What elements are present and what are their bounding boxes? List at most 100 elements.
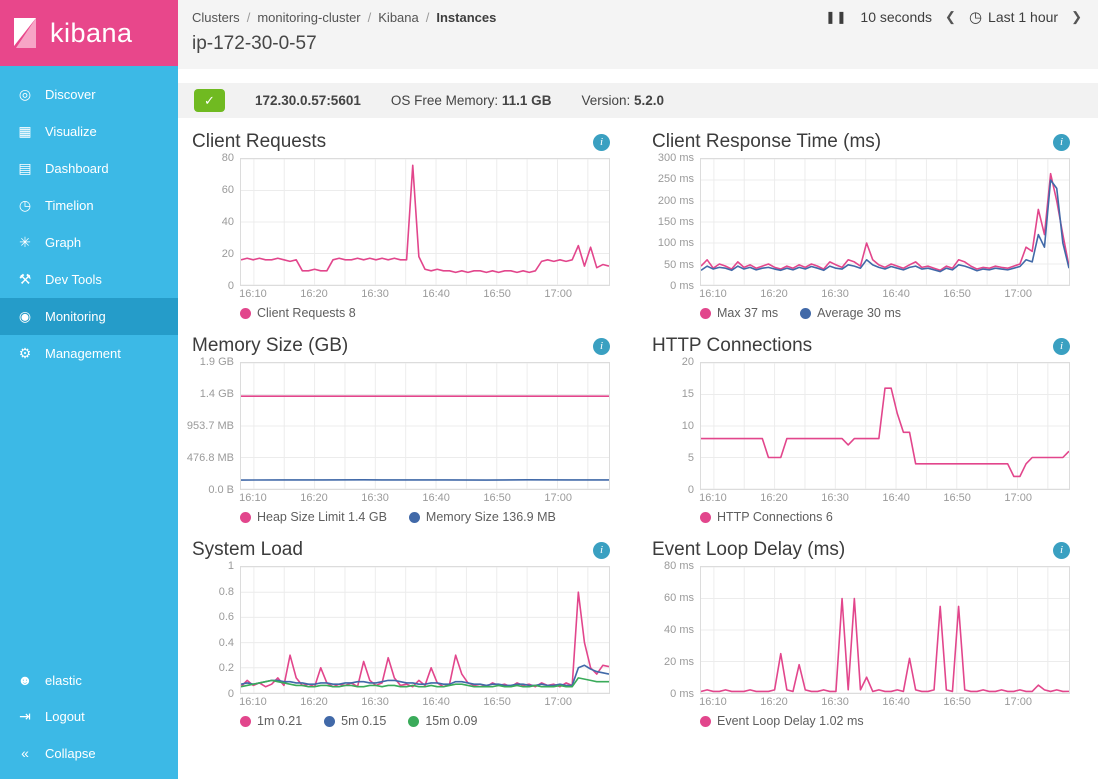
charts-grid: Client Requests i 80 60 40 20 0 16:10 16:20 16…	[178, 118, 1098, 736]
sidebar-item-timelion[interactable]: ◷ Timelion	[0, 187, 178, 224]
logo-text: kibana	[50, 17, 133, 48]
sidebar-item-label: elastic	[45, 672, 82, 688]
x-tick-label: 16:20	[300, 696, 328, 708]
x-tick-label: 16:20	[300, 492, 328, 504]
info-icon[interactable]: i	[1053, 337, 1070, 355]
y-tick-label: 0.2	[218, 662, 234, 675]
instance-endpoint: 172.30.0.57:5601	[255, 93, 361, 108]
time-forward-button[interactable]: ❯	[1071, 9, 1082, 24]
y-tick-label: 100 ms	[657, 237, 694, 250]
legend-dot-icon	[700, 511, 711, 523]
line-plot	[240, 362, 610, 490]
breadcrumb-clusters[interactable]: Clusters	[192, 10, 257, 25]
sidebar-item-user-elastic[interactable]: ☻ elastic	[0, 662, 178, 698]
legend-item[interactable]: Heap Size Limit 1.4 GB	[240, 510, 387, 524]
breadcrumb-cluster-name[interactable]: monitoring-cluster	[257, 10, 378, 25]
legend-label: HTTP Connections 6	[717, 510, 833, 524]
legend-label: 5m 0.15	[341, 714, 387, 728]
collapse-icon: «	[21, 745, 29, 761]
legend-dot-icon	[240, 511, 251, 523]
x-tick-label: 16:20	[300, 288, 328, 300]
chart-title: Client Response Time (ms)	[652, 131, 882, 152]
page-title: ip-172-30-0-57	[192, 33, 317, 54]
legend-dot-icon	[700, 307, 711, 319]
sidebar-item-discover[interactable]: ◎ Discover	[0, 76, 178, 113]
time-back-button[interactable]: ❮	[945, 9, 956, 24]
sidebar-item-label: Collapse	[45, 745, 96, 761]
y-tick-label: 1.9 GB	[199, 356, 234, 368]
legend-item[interactable]: 5m 0.15	[324, 714, 386, 728]
y-axis-labels: 1 0.8 0.6 0.4 0.2 0	[192, 560, 240, 700]
chart-legend: Event Loop Delay 1.02 ms	[700, 714, 1070, 728]
x-tick-label: 16:20	[760, 492, 788, 504]
sidebar-item-monitoring[interactable]: ◉ Monitoring	[0, 298, 178, 335]
chart-system-load: System Load i 1 0.8 0.6 0.4 0.2 0 16:10 16:20 1…	[192, 539, 610, 730]
x-tick-label: 16:50	[943, 696, 971, 708]
x-tick-label: 16:10	[699, 288, 727, 300]
sidebar-item-label: Graph	[45, 235, 82, 250]
graph-icon: ✳	[19, 234, 31, 250]
series-line-1m	[241, 592, 609, 687]
legend-item[interactable]: 1m 0.21	[240, 714, 302, 728]
legend-item[interactable]: Max 37 ms	[700, 306, 778, 320]
x-axis-labels: 16:10 16:20 16:30 16:40 16:50 17:00	[239, 694, 610, 709]
legend-item[interactable]: Memory Size 136.9 MB	[408, 510, 556, 524]
x-tick-label: 16:40	[882, 288, 910, 300]
x-tick-label: 16:50	[483, 696, 511, 708]
sidebar-item-dashboard[interactable]: ▤ Dashboard	[0, 150, 178, 187]
sidebar-item-graph[interactable]: ✳ Graph	[0, 224, 178, 261]
status-ok-icon[interactable]: ✓	[194, 89, 225, 112]
breadcrumb-kibana[interactable]: Kibana	[378, 10, 436, 25]
series-line-15m	[241, 678, 609, 687]
pause-button[interactable]: ❚❚	[825, 10, 848, 24]
legend-item[interactable]: Event Loop Delay 1.02 ms	[700, 714, 864, 728]
version-label: Version:	[581, 93, 631, 108]
sidebar-item-visualize[interactable]: ▦ Visualize	[0, 113, 178, 150]
sidebar-item-dev-tools[interactable]: ⚒ Dev Tools	[0, 261, 178, 298]
sidebar-item-label: Visualize	[45, 124, 97, 139]
series-line-max	[701, 174, 1069, 271]
x-tick-label: 16:50	[943, 492, 971, 504]
x-tick-label: 16:20	[760, 696, 788, 708]
x-axis-labels: 16:10 16:20 16:30 16:40 16:50 17:00	[699, 286, 1070, 301]
info-icon[interactable]: i	[593, 133, 610, 151]
endpoint-value: 172.30.0.57:5601	[255, 93, 361, 108]
main-content: Clusters monitoring-cluster Kibana Insta…	[178, 0, 1098, 779]
info-icon[interactable]: i	[593, 337, 610, 355]
chart-legend: Max 37 ms Average 30 ms	[700, 306, 1070, 320]
legend-item[interactable]: HTTP Connections 6	[700, 510, 833, 524]
legend-item[interactable]: Average 30 ms	[800, 306, 901, 320]
y-axis-labels: 80 60 40 20 0	[192, 152, 240, 292]
legend-item[interactable]: 15m 0.09	[408, 714, 477, 728]
info-icon[interactable]: i	[593, 541, 610, 559]
y-tick-label: 150 ms	[657, 216, 694, 228]
instance-status-bar: ✓ 172.30.0.57:5601 OS Free Memory: 11.1 …	[178, 83, 1098, 118]
management-icon: ⚙	[18, 345, 32, 361]
series-line-http-connections	[701, 388, 1069, 476]
x-axis-labels: 16:10 16:20 16:30 16:40 16:50 17:00	[239, 490, 610, 505]
time-controls: ❚❚ 10 seconds ❮ ◷ Last 1 hour ❯	[825, 8, 1082, 26]
y-tick-label: 50 ms	[664, 258, 694, 271]
y-tick-label: 20 ms	[664, 656, 694, 668]
os-free-memory: OS Free Memory: 11.1 GB	[391, 93, 552, 108]
sidebar-item-collapse[interactable]: « Collapse	[0, 735, 178, 771]
sidebar-item-management[interactable]: ⚙ Management	[0, 335, 178, 372]
y-tick-label: 0.6	[218, 611, 234, 624]
dashboard-icon: ▤	[18, 160, 32, 176]
version-value: 5.2.0	[633, 93, 665, 108]
info-icon[interactable]: i	[1053, 541, 1070, 559]
chart-legend: HTTP Connections 6	[700, 510, 1070, 524]
sidebar-footer: ☻ elastic ⇥ Logout « Collapse	[0, 662, 178, 779]
kibana-logo[interactable]: kibana	[0, 0, 178, 66]
x-tick-label: 16:40	[882, 492, 910, 504]
x-tick-label: 16:10	[239, 696, 267, 708]
series-line-event-loop-delay	[701, 599, 1069, 692]
info-icon[interactable]: i	[1053, 133, 1070, 151]
chart-memory-size: Memory Size (GB) i 1.9 GB 1.4 GB 953.7 MB 4…	[187, 335, 610, 526]
refresh-interval-button[interactable]: 10 seconds	[860, 9, 933, 25]
sidebar-item-logout[interactable]: ⇥ Logout	[0, 698, 178, 735]
y-tick-label: 20	[221, 248, 234, 260]
legend-item[interactable]: Client Requests 8	[240, 306, 356, 320]
time-range-button[interactable]: ◷ Last 1 hour	[969, 8, 1058, 26]
